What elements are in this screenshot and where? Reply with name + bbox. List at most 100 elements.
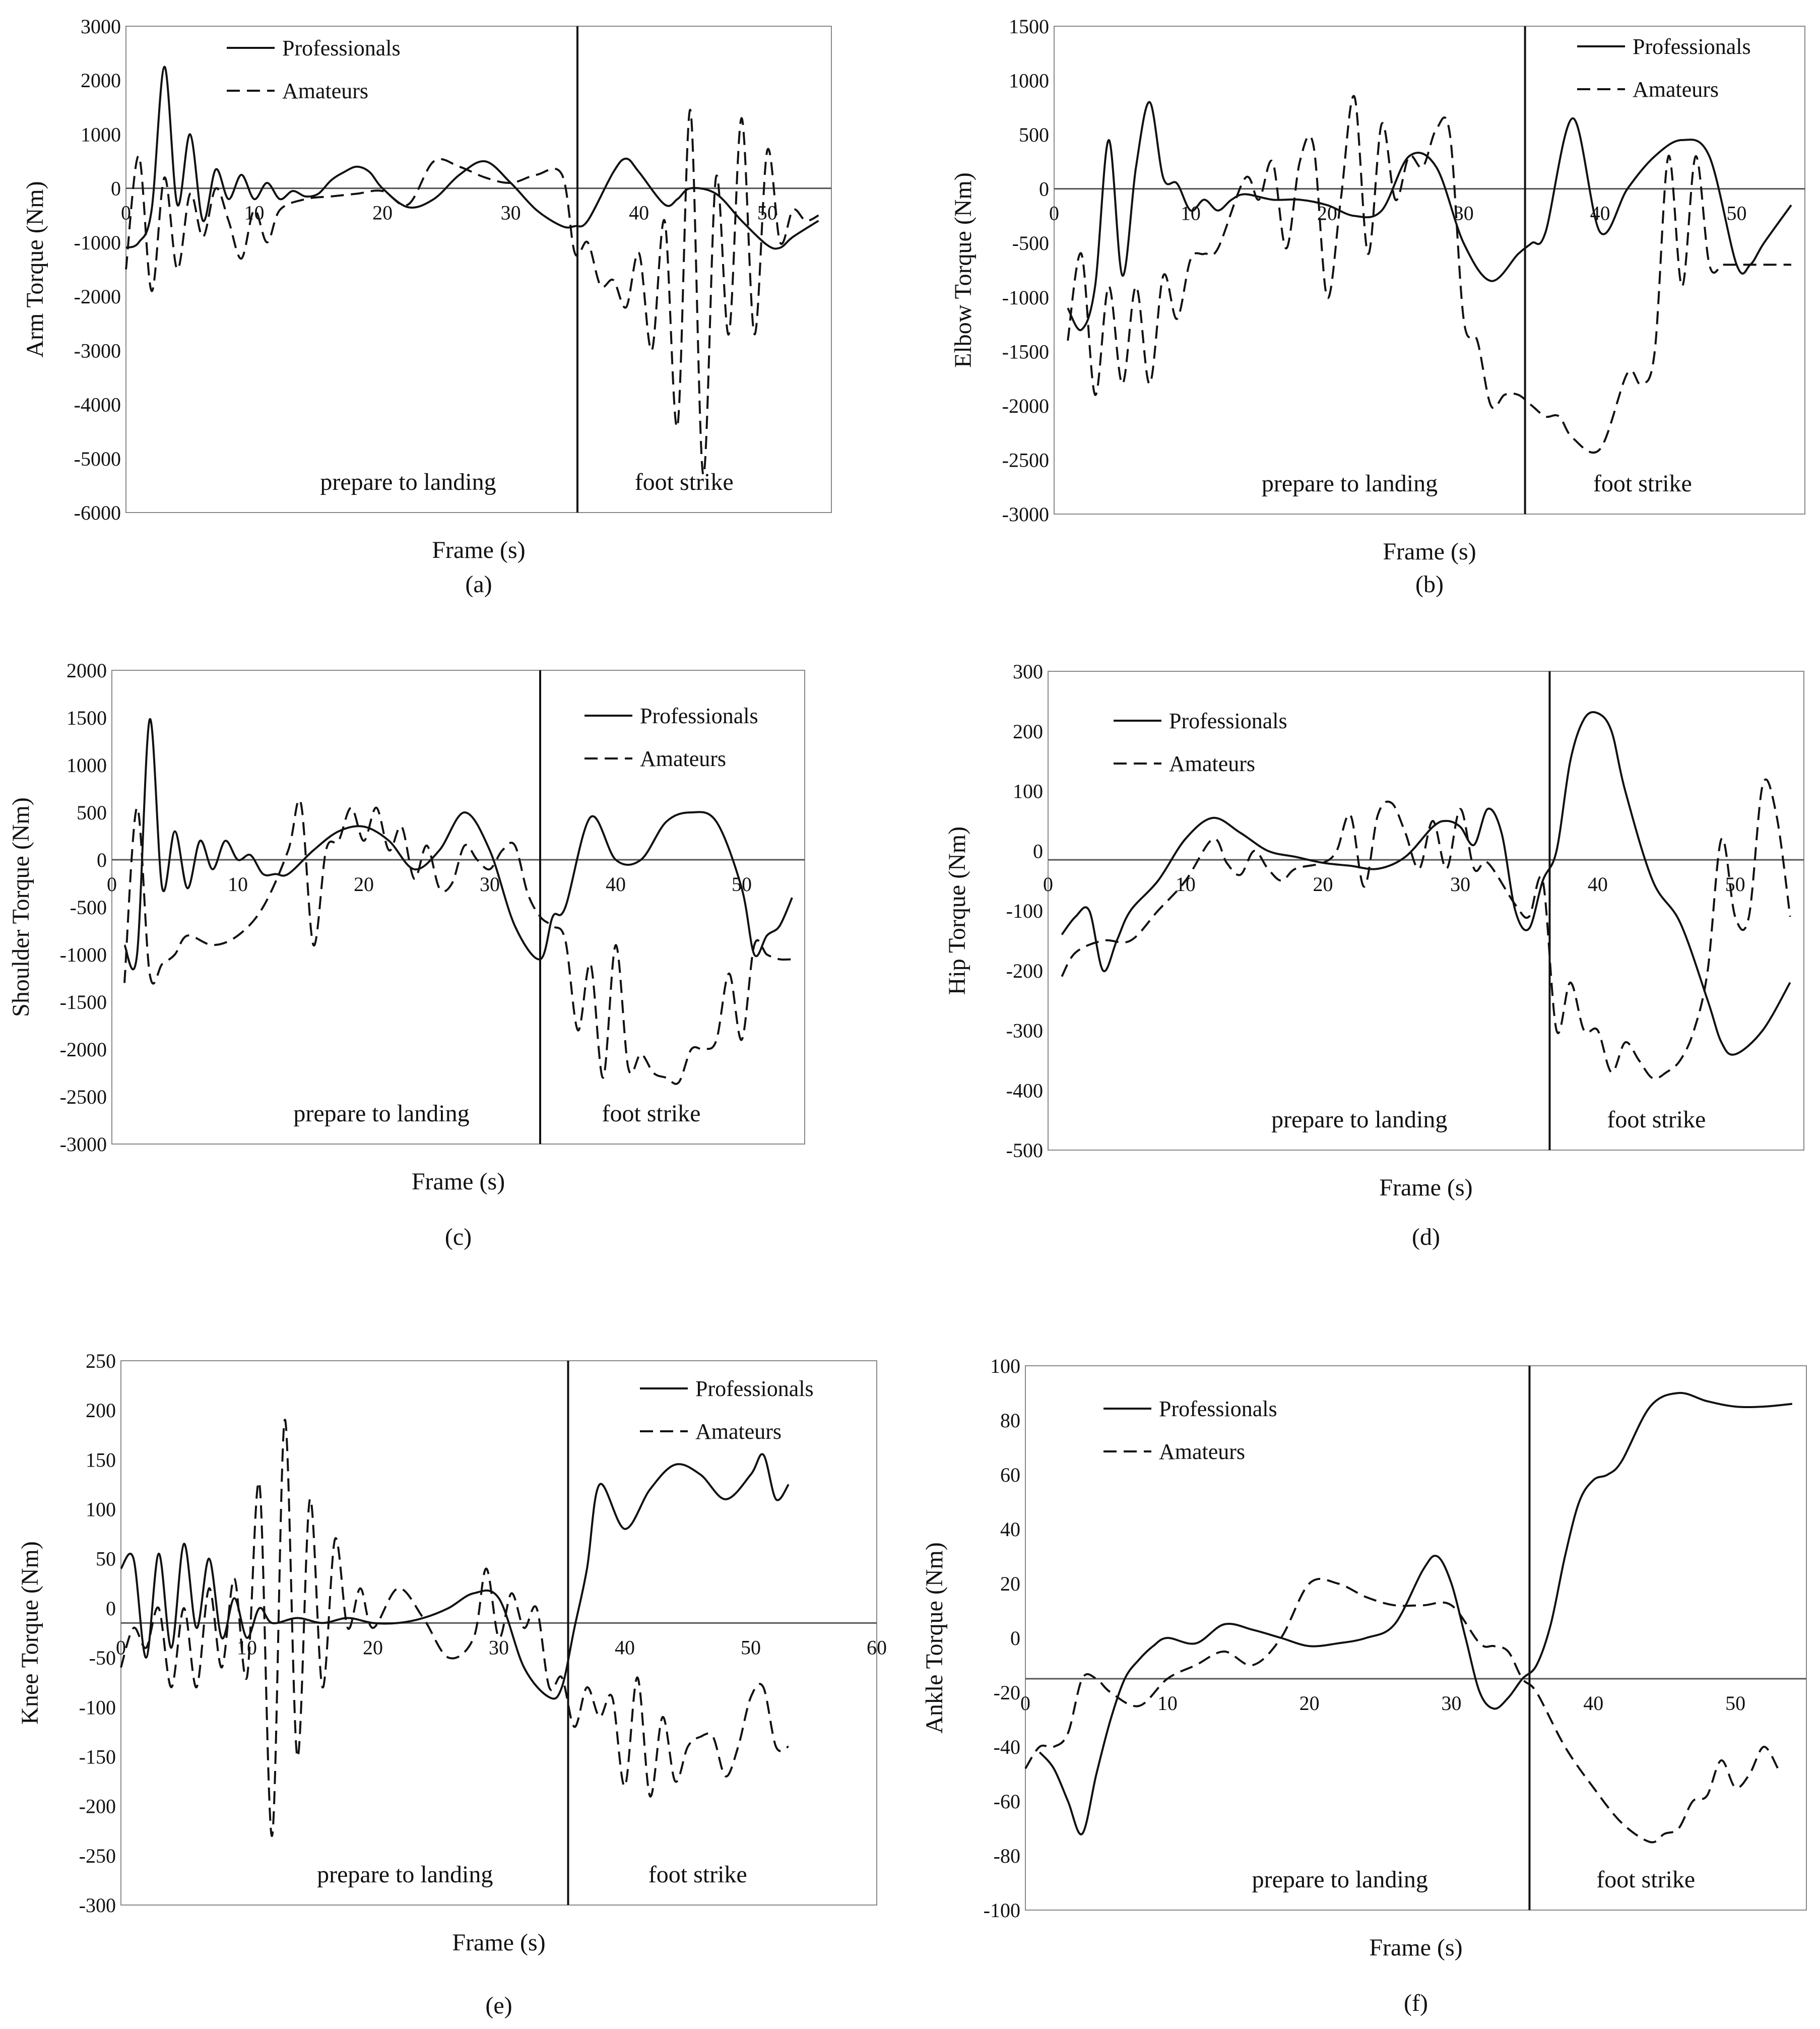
y-tick-label: -1000 xyxy=(60,943,107,966)
y-tick-label: -2500 xyxy=(1002,449,1049,471)
legend-label-amateurs: Amateurs xyxy=(1633,77,1719,102)
y-tick-label: -100 xyxy=(1006,900,1043,922)
y-tick-label: -200 xyxy=(79,1795,116,1818)
figure-caption: (a) xyxy=(465,571,492,598)
y-tick-label: 0 xyxy=(106,1597,116,1620)
x-tick-label: 20 xyxy=(363,1636,383,1659)
x-tick-label: 30 xyxy=(1450,873,1470,896)
x-tick-label: 40 xyxy=(1583,1692,1603,1715)
y-tick-label: 1000 xyxy=(1009,70,1049,92)
y-tick-label: 500 xyxy=(77,801,107,824)
x-tick-label: 10 xyxy=(244,202,265,224)
legend-label-amateurs: Amateurs xyxy=(1169,751,1255,776)
series-line-amateurs xyxy=(1024,1578,1779,1844)
y-tick-label: -500 xyxy=(1012,232,1049,255)
y-tick-label: 100 xyxy=(1013,780,1043,803)
series-line-professionals xyxy=(1061,711,1791,1056)
x-axis-label: Frame (s) xyxy=(1383,538,1476,565)
figure-caption: (e) xyxy=(485,1992,512,2019)
x-tick-label: 30 xyxy=(489,1636,509,1659)
x-tick-label: 10 xyxy=(237,1636,257,1659)
y-tick-label: -20 xyxy=(994,1681,1020,1704)
x-axis-label: Frame (s) xyxy=(1369,1934,1462,1961)
y-tick-label: 80 xyxy=(1000,1409,1020,1432)
y-tick-label: -5000 xyxy=(74,448,121,470)
y-tick-label: 500 xyxy=(1019,123,1049,146)
legend-label-professionals: Professionals xyxy=(695,1376,814,1401)
phase-label-foot-strike: foot strike xyxy=(1596,1866,1695,1893)
y-tick-label: -6000 xyxy=(74,501,121,524)
x-tick-label: 20 xyxy=(1299,1692,1320,1715)
x-tick-label: 40 xyxy=(606,873,626,896)
y-tick-label: -150 xyxy=(79,1745,116,1768)
y-tick-label: -40 xyxy=(994,1736,1020,1758)
y-tick-label: -2500 xyxy=(60,1086,107,1108)
series-line-amateurs xyxy=(123,798,793,1085)
legend-label-professionals: Professionals xyxy=(640,704,758,728)
y-tick-label: -100 xyxy=(79,1696,116,1719)
x-tick-label: 40 xyxy=(629,202,649,224)
y-tick-label: 2000 xyxy=(81,69,121,92)
plot-area-frame xyxy=(111,670,805,1145)
y-axis-label: Elbow Torque (Nm) xyxy=(950,172,977,368)
phase-label-foot-strike: foot strike xyxy=(648,1861,747,1888)
y-tick-label: 0 xyxy=(111,177,121,200)
plot-area-frame xyxy=(1025,1365,1807,1911)
y-tick-label: 0 xyxy=(1010,1627,1020,1650)
phase-label-prepare: prepare to landing xyxy=(293,1100,469,1127)
y-tick-label: -1500 xyxy=(60,991,107,1013)
x-tick-label: 0 xyxy=(1020,1692,1030,1715)
y-tick-label: -300 xyxy=(79,1894,116,1917)
phase-label-prepare: prepare to landing xyxy=(317,1861,493,1888)
series-line-professionals xyxy=(1038,1391,1792,1835)
y-tick-label: 200 xyxy=(1013,720,1043,743)
y-tick-label: 150 xyxy=(86,1448,116,1471)
y-tick-label: 250 xyxy=(86,1350,116,1372)
x-tick-label: 40 xyxy=(1588,873,1608,896)
y-tick-label: -2000 xyxy=(74,285,121,308)
legend-label-amateurs: Amateurs xyxy=(1159,1439,1245,1464)
series-line-professionals xyxy=(1067,101,1792,331)
y-tick-label: -500 xyxy=(1006,1139,1043,1162)
x-tick-label: 30 xyxy=(501,202,521,224)
x-axis-label: Frame (s) xyxy=(1379,1174,1472,1201)
x-tick-label: 0 xyxy=(1043,873,1053,896)
x-tick-label: 50 xyxy=(1725,1692,1745,1715)
y-tick-label: -200 xyxy=(1006,960,1043,982)
x-tick-label: 0 xyxy=(1049,202,1059,225)
x-tick-label: 10 xyxy=(228,873,248,896)
x-tick-label: 40 xyxy=(615,1636,635,1659)
y-tick-label: -3000 xyxy=(74,339,121,362)
x-tick-label: 0 xyxy=(107,873,117,896)
chart-b: -3000-2500-2000-1500-1000-50005001000150… xyxy=(950,15,1805,598)
y-tick-label: 100 xyxy=(990,1355,1020,1377)
phase-label-prepare: prepare to landing xyxy=(1252,1866,1428,1893)
x-tick-label: 50 xyxy=(741,1636,761,1659)
x-tick-label: 30 xyxy=(1441,1692,1461,1715)
chart-c: -3000-2500-2000-1500-1000-50005001000150… xyxy=(8,659,805,1250)
legend-label-professionals: Professionals xyxy=(1633,34,1751,59)
y-tick-label: -1500 xyxy=(1002,340,1049,363)
y-tick-label: -250 xyxy=(79,1845,116,1867)
y-tick-label: 20 xyxy=(1000,1572,1020,1595)
x-tick-label: 30 xyxy=(480,873,500,896)
x-tick-label: 0 xyxy=(116,1636,126,1659)
y-tick-label: -3000 xyxy=(60,1133,107,1156)
y-tick-label: -500 xyxy=(70,896,107,919)
y-tick-label: -2000 xyxy=(1002,395,1049,417)
series-line-professionals xyxy=(123,718,793,971)
x-axis-label: Frame (s) xyxy=(412,1168,505,1195)
y-tick-label: 1000 xyxy=(81,123,121,146)
legend-label-professionals: Professionals xyxy=(1169,709,1287,733)
phase-label-foot-strike: foot strike xyxy=(1607,1106,1706,1133)
y-tick-label: 200 xyxy=(86,1399,116,1422)
y-axis-label: Arm Torque (Nm) xyxy=(22,181,48,357)
y-axis-label: Ankle Torque (Nm) xyxy=(921,1542,948,1734)
y-tick-label: 3000 xyxy=(81,15,121,38)
x-tick-label: 50 xyxy=(757,202,777,224)
figure-caption: (b) xyxy=(1415,571,1444,598)
figure-caption: (f) xyxy=(1404,1990,1428,2016)
y-tick-label: 60 xyxy=(1000,1464,1020,1486)
series-line-amateurs xyxy=(120,1419,789,1837)
